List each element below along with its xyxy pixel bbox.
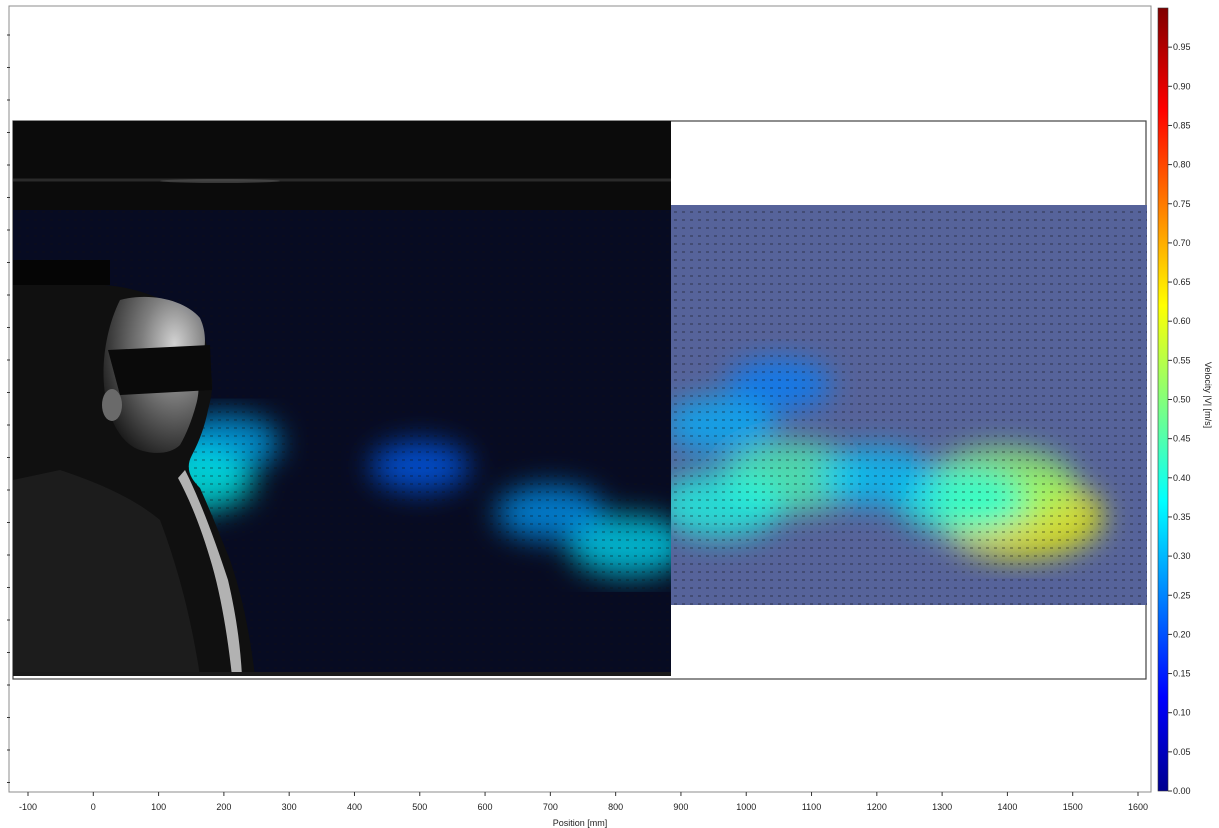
colorbar-tick-label: 0.20 <box>1173 629 1191 639</box>
x-tick-label: 1600 <box>1128 802 1148 812</box>
colorbar-tick-label: 0.60 <box>1173 316 1191 326</box>
colorbar <box>1157 7 1169 792</box>
colorbar-tick-label: 0.25 <box>1173 590 1191 600</box>
x-tick-label: 200 <box>216 802 231 812</box>
colorbar-tick-label: 0.95 <box>1173 42 1191 52</box>
colorbar-tick-label: 0.35 <box>1173 512 1191 522</box>
x-tick-label: 800 <box>608 802 623 812</box>
colorbar-tick-label: 0.70 <box>1173 238 1191 248</box>
right-vector-grid <box>671 205 1147 605</box>
x-tick-label: 600 <box>478 802 493 812</box>
x-tick-label: 0 <box>91 802 96 812</box>
person-silhouette <box>13 260 255 676</box>
colorbar-tick-label: 0.00 <box>1173 786 1191 796</box>
x-tick-label: 1200 <box>867 802 887 812</box>
colorbar-tick-label: 0.50 <box>1173 395 1191 405</box>
colorbar-tick-label: 0.55 <box>1173 355 1191 365</box>
x-axis-label: Position [mm] <box>553 818 608 828</box>
x-tick-label: 1300 <box>932 802 952 812</box>
colorbar-tick-label: 0.75 <box>1173 199 1191 209</box>
x-tick-label: 100 <box>151 802 166 812</box>
x-tick-label: 300 <box>282 802 297 812</box>
x-tick-label: -100 <box>19 802 37 812</box>
x-tick-label: 1100 <box>802 802 821 812</box>
left-bottom-strip <box>13 672 671 676</box>
x-tick-label: 500 <box>412 802 427 812</box>
x-tick-label: 1500 <box>1063 802 1083 812</box>
colorbar-tick-label: 0.65 <box>1173 277 1191 287</box>
colorbar-label: Velocity |V| [m/s] <box>1203 362 1213 428</box>
plot-frame <box>8 5 1152 793</box>
colorbar-tick-label: 0.15 <box>1173 669 1191 679</box>
x-tick-label: 700 <box>543 802 558 812</box>
x-tick-label: 900 <box>673 802 688 812</box>
colorbar-tick-label: 0.85 <box>1173 120 1191 130</box>
colorbar-tick-label: 0.45 <box>1173 434 1191 444</box>
colorbar-tick-label: 0.40 <box>1173 473 1191 483</box>
y-axis-ticks <box>7 34 10 783</box>
colorbar-ticks: 0.00 0.05 0.10 0.15 0.20 0.25 0.30 0.35 0.40 0.45… <box>1168 42 1191 796</box>
camera-image-top <box>13 121 671 211</box>
x-axis: -100 0 100 200 300 400 500 600 700 800 900 1000 1100… <box>19 792 1148 812</box>
colorbar-tick-label: 0.05 <box>1173 747 1191 757</box>
colorbar-tick-label: 0.30 <box>1173 551 1191 561</box>
colorbar-tick-label: 0.10 <box>1173 708 1191 718</box>
colorbar-tick-label: 0.90 <box>1173 81 1191 91</box>
x-tick-label: 1400 <box>997 802 1017 812</box>
x-tick-label: 400 <box>347 802 362 812</box>
colorbar-tick-label: 0.80 <box>1173 160 1191 170</box>
x-tick-label: 1000 <box>736 802 756 812</box>
